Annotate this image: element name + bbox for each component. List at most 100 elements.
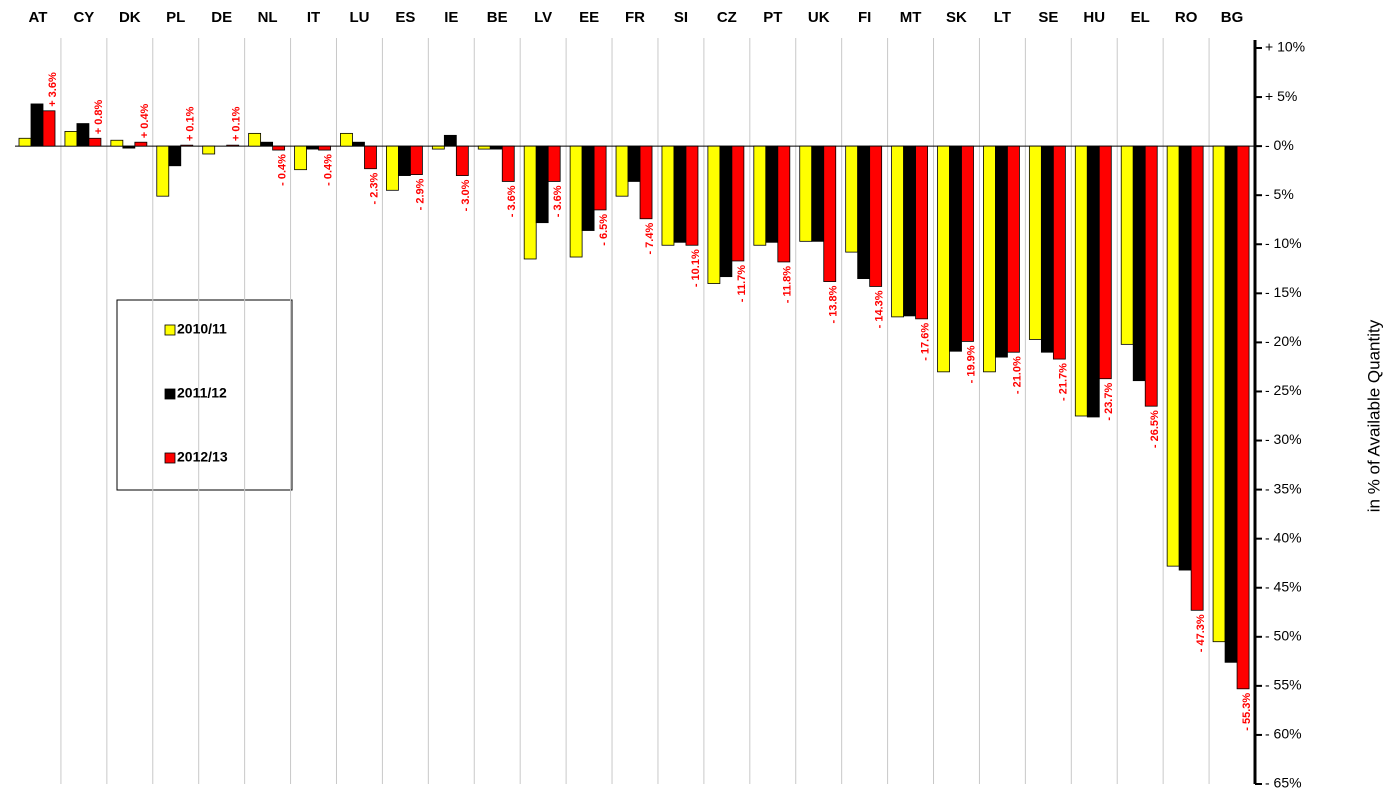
bar bbox=[1132, 145, 1146, 382]
x-tick-label: SE bbox=[1038, 9, 1058, 26]
bar bbox=[903, 145, 916, 317]
bar bbox=[983, 145, 996, 373]
bar bbox=[685, 145, 699, 246]
bar bbox=[410, 145, 423, 175]
x-tick-label: SI bbox=[674, 9, 688, 26]
bar bbox=[340, 132, 353, 147]
bar bbox=[1098, 145, 1112, 380]
y-tick-label: - 15% bbox=[1265, 284, 1302, 300]
x-tick-label: CY bbox=[73, 9, 94, 26]
bar bbox=[455, 145, 469, 176]
bar bbox=[489, 145, 503, 150]
value-label: - 21.0% bbox=[1011, 356, 1023, 394]
legend-label: 2011/12 bbox=[177, 385, 227, 401]
bar bbox=[1212, 145, 1226, 643]
bar bbox=[719, 145, 733, 278]
y-tick-label: - 35% bbox=[1265, 480, 1302, 496]
x-tick-label: HU bbox=[1083, 9, 1105, 26]
value-label: + 3.6% bbox=[47, 72, 59, 107]
bar bbox=[673, 145, 687, 243]
value-label: - 0.4% bbox=[277, 154, 289, 186]
bar bbox=[1052, 145, 1066, 360]
x-tick-label: FR bbox=[625, 9, 645, 26]
value-label: - 0.4% bbox=[322, 154, 334, 186]
value-label: - 21.7% bbox=[1057, 363, 1069, 401]
bar bbox=[777, 145, 791, 263]
x-tick-label: BE bbox=[487, 9, 508, 26]
bar bbox=[431, 145, 445, 150]
value-label: - 6.5% bbox=[598, 214, 610, 246]
bar bbox=[615, 145, 629, 197]
x-tick-label: AT bbox=[29, 9, 48, 26]
y-tick-label: + 10% bbox=[1265, 39, 1305, 55]
bar bbox=[122, 145, 136, 149]
bar bbox=[110, 139, 124, 147]
value-label: - 7.4% bbox=[644, 223, 656, 255]
value-label: - 14.3% bbox=[874, 290, 886, 328]
bar bbox=[398, 145, 411, 176]
value-label: - 3.6% bbox=[506, 185, 518, 217]
bar bbox=[248, 132, 262, 147]
x-tick-label: PL bbox=[166, 9, 185, 26]
bar bbox=[731, 145, 745, 262]
bar bbox=[753, 145, 767, 246]
bar bbox=[937, 145, 950, 373]
y-tick-label: - 60% bbox=[1265, 726, 1302, 742]
bar bbox=[272, 145, 286, 151]
bar bbox=[811, 145, 825, 242]
bar bbox=[226, 144, 240, 147]
bar bbox=[134, 141, 148, 147]
value-label: - 2.9% bbox=[414, 178, 426, 210]
x-tick-label: BG bbox=[1221, 9, 1244, 26]
y-tick-label: - 20% bbox=[1265, 333, 1302, 349]
bar bbox=[318, 145, 331, 151]
bar bbox=[1190, 145, 1204, 611]
bar bbox=[1074, 145, 1088, 417]
bar bbox=[501, 145, 515, 182]
bar bbox=[64, 131, 78, 147]
bar bbox=[547, 145, 561, 182]
bar bbox=[364, 145, 377, 170]
value-label: - 17.6% bbox=[919, 323, 931, 361]
bar bbox=[639, 145, 653, 220]
x-tick-label: UK bbox=[808, 9, 830, 26]
bar bbox=[202, 145, 216, 155]
bar bbox=[569, 145, 583, 258]
y-tick-label: - 10% bbox=[1265, 235, 1302, 251]
x-tick-label: DK bbox=[119, 9, 141, 26]
value-label: - 26.5% bbox=[1149, 410, 1161, 448]
value-label: - 11.7% bbox=[736, 265, 748, 303]
bar bbox=[1040, 145, 1054, 353]
bar bbox=[765, 145, 779, 243]
bar bbox=[443, 134, 457, 147]
bar bbox=[1178, 145, 1192, 571]
x-tick-label: NL bbox=[258, 9, 278, 26]
x-tick-label: LT bbox=[994, 9, 1011, 26]
legend-box bbox=[116, 299, 293, 491]
y-tick-label: - 65% bbox=[1265, 775, 1302, 791]
x-tick-label: EE bbox=[579, 9, 599, 26]
bar bbox=[845, 145, 859, 253]
bar bbox=[260, 141, 274, 147]
x-tick-label: RO bbox=[1175, 9, 1198, 26]
value-label: - 55.3% bbox=[1241, 693, 1253, 731]
bar bbox=[581, 145, 595, 231]
bar bbox=[535, 145, 549, 224]
y-tick-label: - 25% bbox=[1265, 382, 1302, 398]
y-tick-label: - 40% bbox=[1265, 529, 1302, 545]
x-tick-label: LV bbox=[534, 9, 552, 26]
value-label: - 19.9% bbox=[965, 345, 977, 383]
bar bbox=[523, 145, 537, 260]
bar bbox=[18, 137, 32, 147]
value-label: + 0.1% bbox=[231, 106, 243, 141]
bar bbox=[352, 141, 365, 147]
value-label: - 11.8% bbox=[782, 266, 794, 304]
y-tick-label: - 55% bbox=[1265, 677, 1302, 693]
bar bbox=[1166, 145, 1180, 567]
value-label: + 0.1% bbox=[185, 106, 197, 141]
bar bbox=[76, 123, 90, 147]
x-tick-label: SK bbox=[946, 9, 967, 26]
bar bbox=[88, 137, 102, 147]
legend-label: 2010/11 bbox=[177, 321, 227, 337]
